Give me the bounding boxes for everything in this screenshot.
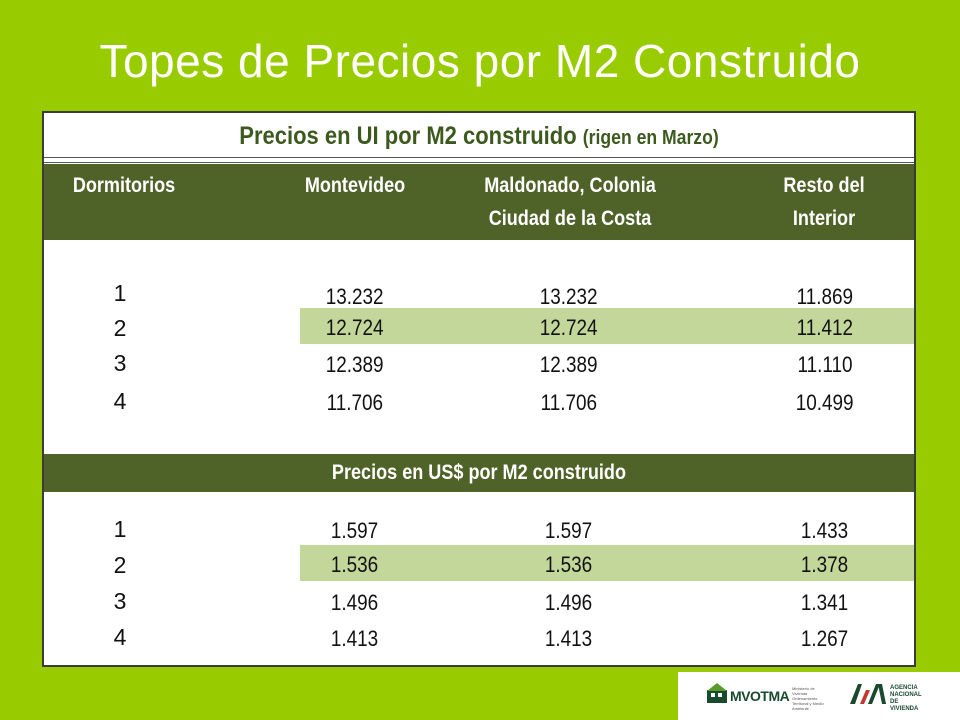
value-cell: 10.499	[796, 390, 854, 415]
value-cell: 12.389	[540, 352, 598, 377]
dorm-cell: 4	[113, 388, 127, 414]
value-cell: 1.597	[331, 518, 379, 543]
table-title-main: Precios en UI por M2 construido	[239, 122, 577, 150]
mvotma-house-icon	[707, 683, 727, 703]
mvotma-logo: MVOTMA Ministerio de Vivienda Ordenamien…	[706, 682, 824, 711]
anv-label: AGENCIA NACIONAL DE VIVIENDA	[890, 685, 922, 712]
dorm-cell: 3	[113, 588, 127, 614]
highlight-row-usd	[300, 545, 914, 581]
table-title: Precios en UI por M2 construido (rigen e…	[96, 113, 862, 157]
header-resto: Resto del Interior	[783, 174, 865, 230]
usd-section-header: Precios en US$ por M2 construido	[44, 454, 914, 492]
value-cell: 1.433	[801, 518, 849, 543]
value-cell: 1.341	[801, 590, 849, 615]
dorm-cell: 4	[113, 624, 127, 650]
value-cell: 11.869	[796, 284, 854, 309]
title-divider	[44, 157, 914, 163]
highlight-row-ui	[300, 308, 914, 344]
footer-logos: MVOTMA Ministerio de Vivienda Ordenamien…	[678, 672, 960, 720]
dorm-cell: 2	[113, 315, 127, 341]
anv-mark-icon	[850, 684, 886, 704]
value-cell: 13.232	[326, 284, 384, 309]
slide-title: Topes de Precios por M2 Construido	[99, 35, 861, 87]
value-cell: 1.413	[331, 626, 379, 651]
value-cell: 1.413	[545, 626, 593, 651]
value-cell: 1.536	[545, 552, 593, 577]
value-cell: 11.706	[326, 390, 384, 415]
value-cell: 13.232	[540, 284, 598, 309]
value-cell: 1.597	[545, 518, 593, 543]
dorm-cell: 3	[113, 350, 127, 376]
header-maldonado: Maldonado, Colonia Ciudad de la Costa	[484, 174, 656, 230]
header-montevideo: Montevideo	[304, 174, 406, 197]
value-cell: 12.724	[540, 315, 598, 340]
value-cell: 1.378	[801, 552, 849, 577]
value-cell: 11.412	[796, 315, 854, 340]
mvotma-subtext: Ministerio de Vivienda Ordenamiento Terr…	[792, 686, 824, 711]
dorm-cell: 2	[113, 552, 127, 578]
value-cell: 12.724	[326, 315, 384, 340]
value-cell: 1.267	[801, 626, 849, 651]
value-cell: 1.536	[331, 552, 379, 577]
mvotma-label: MVOTMA	[730, 688, 790, 704]
anv-logo: AGENCIA NACIONAL DE VIVIENDA	[850, 682, 922, 712]
dorm-cell: 1	[113, 280, 127, 306]
table-header: Dormitorios Montevideo Maldonado, Coloni…	[44, 164, 914, 240]
value-cell: 11.706	[540, 390, 598, 415]
header-dormitorios: Dormitorios	[72, 174, 176, 197]
value-cell: 1.496	[331, 590, 379, 615]
price-table: Precios en UI por M2 construido (rigen e…	[42, 111, 916, 667]
table-title-sub: (rigen en Marzo)	[582, 127, 719, 149]
value-cell: 11.110	[797, 352, 853, 377]
value-cell: 12.389	[326, 352, 384, 377]
value-cell: 1.496	[545, 590, 593, 615]
dorm-cell: 1	[113, 516, 127, 542]
